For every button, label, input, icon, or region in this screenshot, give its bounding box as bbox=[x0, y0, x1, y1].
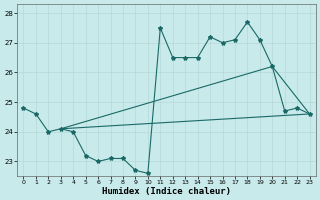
X-axis label: Humidex (Indice chaleur): Humidex (Indice chaleur) bbox=[102, 187, 231, 196]
